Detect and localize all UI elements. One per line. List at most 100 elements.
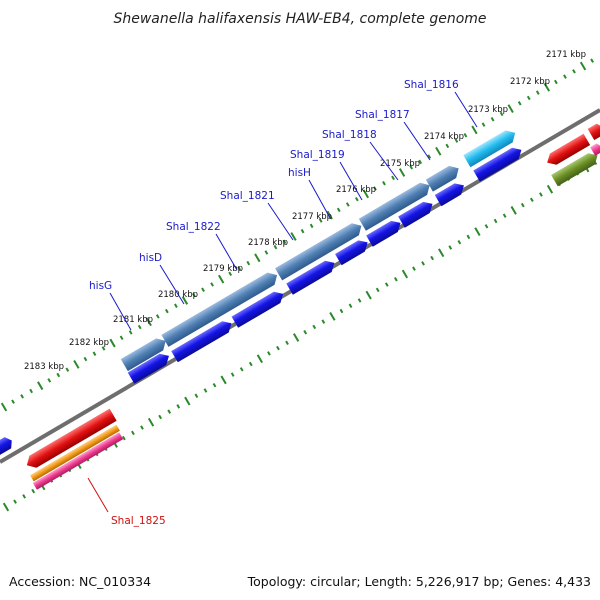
tick-mark: [248, 361, 253, 367]
tick-label: 2174 kbp: [424, 132, 464, 142]
tick-mark: [276, 345, 280, 351]
cds-shal-1819[interactable]: [366, 217, 404, 247]
gene-leader-line: [87, 477, 109, 513]
gene-label[interactable]: hisH: [288, 167, 311, 179]
cds-shal-1822[interactable]: [231, 288, 287, 328]
gene-label[interactable]: hisD: [139, 252, 162, 264]
tick-mark: [471, 125, 478, 135]
gene-label[interactable]: Shal_1822: [166, 221, 221, 233]
tick-mark: [375, 287, 380, 293]
cds-pink-edge[interactable]: [590, 142, 600, 156]
tick-mark: [37, 381, 44, 391]
tick-mark: [418, 159, 423, 165]
tick-mark: [303, 329, 308, 335]
gene-label[interactable]: Shal_1818: [322, 129, 377, 141]
tick-mark: [147, 417, 155, 427]
cds-shal-1825[interactable]: [23, 408, 117, 472]
gene-leader-line: [403, 121, 431, 161]
operon-block[interactable]: [275, 220, 365, 281]
tick-mark: [83, 356, 88, 362]
tick-mark: [321, 319, 326, 324]
cds-shal-1818[interactable]: [398, 198, 436, 228]
gene-labels: Shal_1816 Shal_1817 Shal_1818 Shal_1819 hisH…: [87, 79, 478, 527]
tick-label: 2181 kbp: [113, 315, 153, 325]
tick-mark: [145, 317, 152, 327]
operon-block[interactable]: [161, 269, 280, 347]
tick-label: 2178 kbp: [248, 238, 288, 248]
tick-mark: [463, 133, 468, 138]
tick-mark: [362, 189, 370, 199]
tick-mark: [254, 253, 261, 263]
gene-label[interactable]: Shal_1819: [290, 149, 345, 161]
cds-blue-left[interactable]: [0, 435, 15, 456]
cds-pink[interactable]: [32, 432, 124, 490]
feature-track: [0, 122, 600, 490]
operon-block[interactable]: [358, 179, 433, 231]
tick-mark: [174, 303, 178, 308]
tick-mark: [507, 104, 514, 113]
tick-mark: [384, 282, 389, 287]
cds-red-edge[interactable]: [587, 122, 600, 141]
tick-mark: [228, 271, 233, 277]
tick-mark: [121, 435, 126, 441]
tick-mark: [290, 232, 297, 241]
tick-mark: [128, 330, 133, 335]
gene-label[interactable]: hisG: [89, 280, 112, 292]
tick-mark: [92, 351, 97, 356]
tick-mark: [339, 308, 344, 314]
gene-leader-line: [215, 233, 238, 271]
cds-shal-1817[interactable]: [434, 180, 467, 207]
tick-mark: [529, 197, 534, 203]
tick-mark: [194, 393, 199, 399]
gene-label[interactable]: Shal_1825: [111, 515, 166, 527]
tick-mark: [373, 186, 377, 191]
tick-mark: [29, 388, 34, 394]
tick-mark: [267, 351, 271, 356]
cds-hisG[interactable]: [127, 350, 173, 384]
cds-hisH[interactable]: [335, 237, 371, 266]
tick-mark: [354, 196, 359, 202]
tick-mark: [0, 402, 8, 412]
cds-orange[interactable]: [30, 424, 120, 482]
tick-mark: [13, 499, 17, 504]
cds-hisD[interactable]: [171, 318, 235, 363]
cds-shal-1821[interactable]: [286, 257, 337, 295]
tick-mark: [445, 143, 450, 149]
operon-block[interactable]: [120, 335, 169, 372]
tick-mark: [101, 346, 106, 351]
cds-shal-1816[interactable]: [463, 127, 518, 168]
tick-mark: [167, 409, 172, 414]
tick-mark: [526, 95, 531, 101]
gene-label[interactable]: Shal_1821: [220, 190, 275, 202]
tick-label: 2179 kbp: [203, 264, 243, 274]
operon-block[interactable]: [425, 162, 462, 192]
tick-mark: [490, 117, 495, 122]
tick-mark: [203, 388, 208, 393]
gene-label[interactable]: Shal_1816: [404, 79, 459, 91]
tick-mark: [438, 248, 445, 258]
tick-mark: [56, 372, 61, 378]
tick-mark: [457, 239, 462, 245]
tick-mark: [184, 396, 191, 406]
tick-mark: [22, 494, 27, 499]
gene-leader-line: [308, 179, 331, 219]
tick-mark: [230, 372, 235, 377]
tick-mark: [484, 224, 489, 229]
tick-mark: [11, 399, 15, 404]
tick-mark: [292, 333, 300, 342]
gene-label[interactable]: Shal_1817: [355, 109, 410, 121]
tick-mark: [421, 261, 425, 266]
tick-mark: [357, 298, 362, 303]
tick-mark: [409, 164, 414, 170]
tick-mark: [393, 277, 398, 282]
tick-mark: [365, 290, 372, 300]
tick-mark: [282, 239, 287, 245]
cds-red-right[interactable]: [544, 133, 591, 168]
cds-shal-1816b[interactable]: [473, 144, 524, 182]
tick-mark: [543, 82, 550, 92]
outer-tick-ring: [0, 58, 594, 412]
tick-mark: [499, 111, 504, 117]
tick-label: 2171 kbp: [546, 50, 586, 60]
tick-mark: [246, 260, 251, 266]
cds-olive[interactable]: [551, 150, 600, 187]
